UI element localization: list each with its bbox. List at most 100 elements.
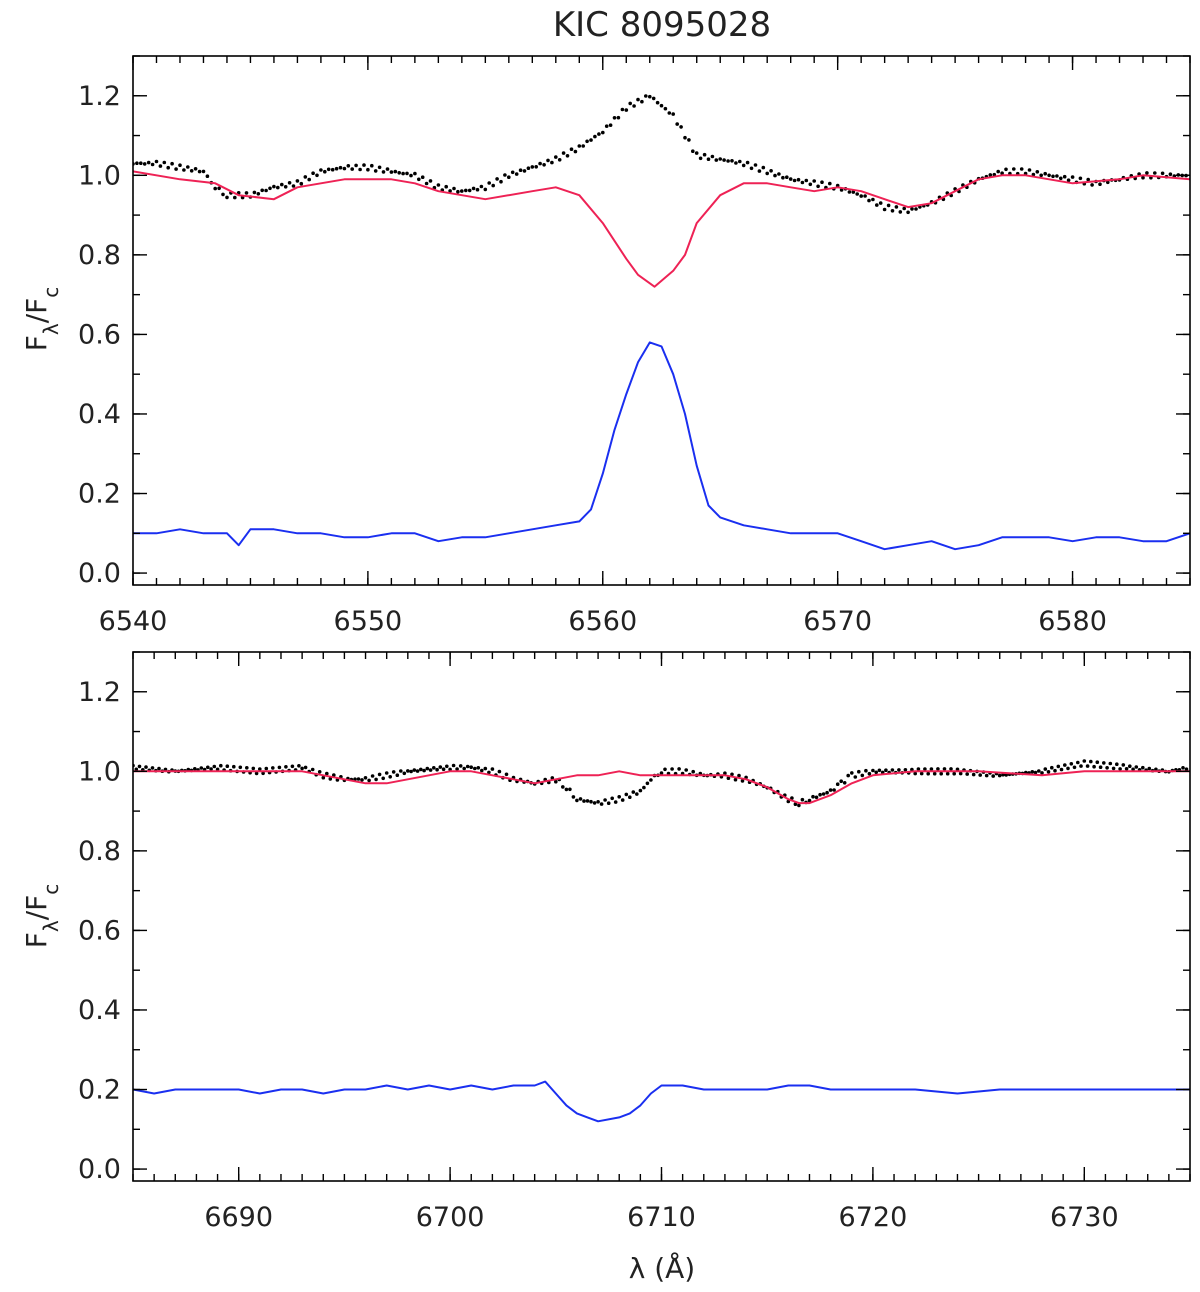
observed-point [299, 181, 304, 186]
observed-point [377, 772, 382, 777]
observed-point [929, 767, 934, 771]
y-tick-label: 1.0 [78, 160, 121, 191]
observed-point [448, 189, 452, 193]
observed-point [631, 790, 636, 794]
observed-point [303, 765, 308, 770]
observed-point [877, 768, 882, 773]
observed-point [193, 167, 198, 171]
observed-point [761, 165, 766, 170]
observed-point [393, 169, 398, 174]
observed-point [389, 170, 394, 174]
observed-point [585, 139, 589, 144]
observed-point [451, 763, 456, 768]
observed-point [139, 161, 143, 165]
observed-point [730, 159, 734, 163]
observed-point [1051, 174, 1055, 179]
observed-point [444, 184, 449, 189]
observed-point [859, 194, 863, 198]
observed-point [1035, 170, 1040, 174]
observed-point [730, 772, 734, 777]
observed-point [491, 183, 496, 188]
y-axis-label-bottom: Fλ/Fc [20, 884, 63, 949]
observed-point [1108, 761, 1113, 766]
plot-frame [132, 55, 1191, 586]
observed-point [554, 155, 558, 159]
observed-point [271, 766, 275, 770]
observed-point [651, 96, 656, 101]
observed-point [684, 768, 688, 772]
observed-point [424, 181, 429, 186]
observed-point [839, 779, 843, 783]
y-tick-label: 1.2 [78, 81, 121, 112]
observed-point [932, 771, 937, 776]
difference-spectrum-line [133, 341, 1190, 551]
observed-point [1062, 174, 1067, 179]
observed-point [276, 185, 280, 190]
observed-point [354, 163, 358, 168]
observed-point [645, 781, 650, 786]
observed-point [655, 100, 660, 105]
observed-point [671, 112, 675, 116]
observed-point [620, 107, 625, 112]
observed-point [738, 159, 742, 164]
observed-point [280, 182, 284, 187]
observed-point [287, 181, 292, 185]
observed-point [812, 179, 816, 183]
observed-point [613, 800, 618, 804]
observed-point [303, 175, 308, 179]
observed-point [150, 162, 155, 167]
observed-point [890, 209, 895, 213]
synthetic-spectrum-line [133, 170, 1190, 288]
observed-point [1124, 767, 1129, 771]
observed-point [702, 152, 707, 157]
observed-point [360, 778, 364, 782]
x-tick-label: 6570 [803, 606, 872, 637]
observed-point [955, 767, 960, 772]
x-axis-label: λ (Å) [629, 1251, 695, 1285]
observed-point [268, 186, 272, 191]
observed-point [1000, 171, 1004, 175]
observed-point [487, 181, 492, 185]
observed-spectrum-dots [133, 94, 1188, 215]
observed-point [628, 101, 632, 106]
observed-point [642, 785, 646, 790]
y-tick-label: 1.2 [78, 677, 121, 708]
observed-point [847, 190, 852, 194]
y-tick-label: 0.4 [78, 399, 121, 430]
observed-point [534, 165, 538, 169]
observed-point [480, 768, 484, 773]
observed-point [142, 162, 147, 166]
observed-point [1168, 172, 1173, 176]
observed-point [232, 764, 236, 769]
y-tick-label: 0.8 [78, 240, 121, 271]
observed-point [1030, 770, 1035, 774]
observed-point [568, 787, 572, 792]
observed-point [1031, 172, 1036, 177]
observed-point [903, 768, 908, 772]
observed-point [1047, 173, 1051, 178]
observed-point [894, 205, 899, 209]
observed-point [800, 180, 805, 185]
x-tick-label: 6690 [204, 1202, 273, 1233]
observed-point [722, 158, 726, 162]
observed-point [814, 795, 819, 800]
observed-point [338, 165, 343, 170]
observed-point [561, 785, 565, 789]
observed-point [667, 111, 672, 115]
observed-point [1102, 761, 1106, 765]
observed-point [1141, 765, 1145, 770]
observed-point [575, 798, 579, 803]
observed-point [670, 767, 674, 771]
observed-point [991, 774, 995, 778]
observed-point [497, 769, 502, 774]
observed-point [871, 768, 875, 773]
observed-point [573, 149, 578, 154]
observed-point [648, 94, 652, 99]
observed-point [350, 167, 355, 171]
observed-point [797, 803, 801, 808]
observed-point [254, 771, 259, 776]
observed-point [399, 769, 403, 773]
observed-point [765, 171, 769, 176]
observed-point [1147, 766, 1152, 771]
observed-point [473, 766, 477, 771]
